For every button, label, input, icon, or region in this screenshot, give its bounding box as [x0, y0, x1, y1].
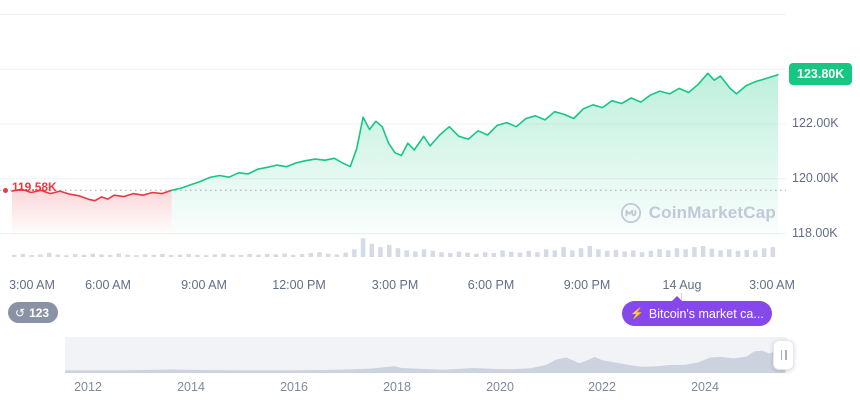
x-axis-label: 6:00 PM: [467, 278, 515, 292]
coinmarketcap-watermark: CoinMarketCap: [620, 202, 776, 224]
history-count: 123: [29, 305, 50, 320]
x-axis-label: 3:00 AM: [9, 278, 55, 292]
current-price-badge: 123.80K: [789, 63, 853, 85]
x-axis-label: 9:00 PM: [563, 278, 611, 292]
coinmarketcap-logo-icon: [620, 202, 641, 224]
history-mini-chart[interactable]: [65, 337, 787, 373]
history-badge[interactable]: ↺ 123: [8, 302, 59, 323]
x-axis-label: 12:00 PM: [272, 278, 326, 292]
timeline-year-label: 2018: [383, 380, 411, 394]
x-axis-label: 6:00 AM: [85, 278, 131, 292]
x-axis-label: 3:00 AM: [749, 278, 795, 292]
y-axis-label: 122.00K: [792, 116, 839, 130]
timeline-year-label: 2014: [177, 380, 205, 394]
timeline-year-label: 2020: [486, 380, 514, 394]
timeline-year-axis: 2012 2014 2016 2018 2020 2022 2024: [65, 380, 787, 396]
timeline-brush[interactable]: [65, 337, 787, 373]
history-icon: ↺: [15, 305, 26, 320]
price-chart-canvas[interactable]: [0, 0, 860, 270]
y-axis-label: 118.00K: [792, 226, 838, 240]
watermark-text: CoinMarketCap: [648, 203, 776, 222]
open-price-marker: [3, 188, 8, 193]
timeline-year-label: 2024: [691, 380, 719, 394]
lightning-icon: ⚡: [630, 308, 644, 320]
y-axis-label: 120.00K: [792, 171, 839, 185]
x-axis-label: 9:00 AM: [181, 278, 227, 292]
brush-handle[interactable]: [773, 340, 794, 370]
price-chart[interactable]: 119.58K CoinMarketCap 122.00K 120.00K 118.…: [0, 0, 860, 301]
x-axis-label: 14 Aug: [662, 278, 702, 292]
timeline-year-label: 2016: [280, 380, 308, 394]
timeline-year-label: 2022: [588, 380, 616, 394]
x-axis: 3:00 AM 6:00 AM 9:00 AM 12:00 PM 3:00 PM 6:00…: [0, 278, 860, 294]
tooltip-label: Bitcoin's market ca...: [648, 306, 764, 321]
x-axis-label: 3:00 PM: [371, 278, 419, 292]
tooltip-arrow-icon: [671, 296, 683, 302]
open-price-label: 119.58K: [12, 180, 57, 194]
market-cap-tooltip[interactable]: ⚡ Bitcoin's market ca...: [622, 296, 772, 326]
timeline-year-label: 2012: [74, 380, 102, 394]
